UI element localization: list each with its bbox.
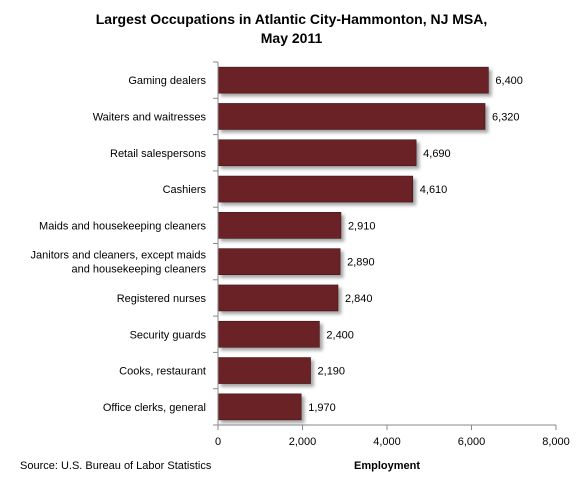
bar-3 [217,139,417,167]
x-tick-label-0: 0 [215,436,221,448]
x-tick-label-1: 2,000 [289,436,317,448]
category-label-4: Cashiers [163,184,207,196]
source-note: Source: U.S. Bureau of Labor Statistics [20,460,212,472]
bar-5 [217,212,342,239]
bar-value-label-7: 2,840 [345,293,373,305]
bar-8 [217,320,320,348]
chart-title-line-1: Largest Occupations in Atlantic City-Ham… [95,11,488,27]
bar-1 [217,66,489,94]
bar-2 [217,103,486,130]
category-label-1: Gaming dealers [128,75,206,87]
bar-value-label-1: 6,400 [495,75,523,87]
category-label-7: Registered nurses [117,293,207,305]
bar-value-label-3: 4,690 [423,148,451,160]
x-tick-label-3: 6,000 [458,436,486,448]
bar-7 [217,284,339,312]
x-axis-label: Employment [353,460,420,472]
bar-10 [217,393,302,421]
category-label-10: Office clerks, general [103,402,206,414]
chart-title-line-2: May 2011 [260,30,323,46]
bar-value-label-4: 4,610 [420,184,448,196]
category-label-2: Waiters and waitresses [93,111,207,123]
category-label-3: Retail salespersons [110,148,206,160]
category-label-5: Maids and housekeeping cleaners [39,220,206,232]
category-label-8: Security guards [130,329,207,341]
bar-value-label-2: 6,320 [492,111,520,123]
bar-value-label-5: 2,910 [348,220,376,232]
bar-value-label-10: 1,970 [308,402,336,414]
bar-value-label-9: 2,190 [318,366,346,378]
category-label-9: Cooks, restaurant [119,366,206,378]
bar-value-label-8: 2,400 [326,329,354,341]
bar-4 [217,175,414,203]
category-label-6: Janitors and cleaners, except maids and h… [31,250,207,276]
bar-value-label-6: 2,890 [347,257,375,269]
x-tick-label-2: 4,000 [373,436,401,448]
x-tick-label-4: 8,000 [542,436,570,448]
bar-6 [217,248,341,275]
bar-9 [217,357,311,384]
